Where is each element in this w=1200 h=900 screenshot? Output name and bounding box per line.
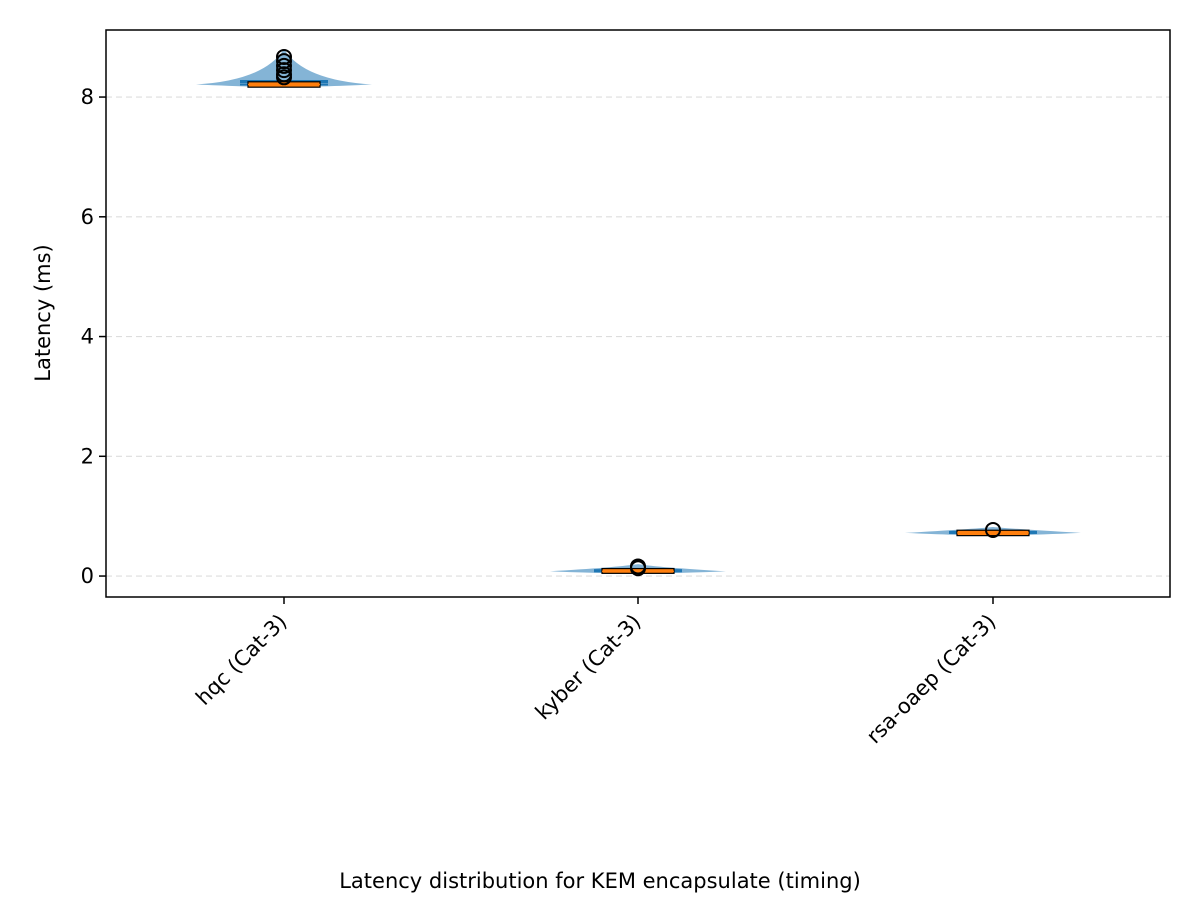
x-axis-ticks: hqc (Cat-3) kyber (Cat-3) rsa-oaep (Cat-3) [191, 597, 1001, 749]
outlier-point [276, 48, 292, 65]
outlier-point [276, 57, 292, 74]
boxes [247, 80, 1030, 574]
y-axis-label: Latency (ms) [31, 244, 55, 381]
y-tick-label: 4 [81, 325, 94, 349]
outlier-point [985, 521, 1001, 538]
x-tick-label: kyber (Cat-3) [531, 610, 646, 725]
y-tick-label: 2 [81, 444, 94, 468]
y-tick-label: 8 [81, 85, 94, 109]
x-tick-label: hqc (Cat-3) [191, 610, 291, 710]
grid-lines [106, 96, 1170, 577]
y-axis-ticks: 0 2 4 6 8 [81, 85, 106, 588]
x-tick-label: rsa-oaep (Cat-3) [862, 610, 1001, 749]
plot-frame [105, 29, 1171, 598]
y-tick-label: 6 [81, 205, 94, 229]
outlier-point [630, 558, 646, 575]
outliers [276, 48, 1001, 577]
chart-caption: Latency distribution for KEM encapsulate… [339, 869, 861, 893]
outlier-point [276, 53, 292, 70]
y-tick-label: 0 [81, 564, 94, 588]
violins [196, 49, 1081, 574]
